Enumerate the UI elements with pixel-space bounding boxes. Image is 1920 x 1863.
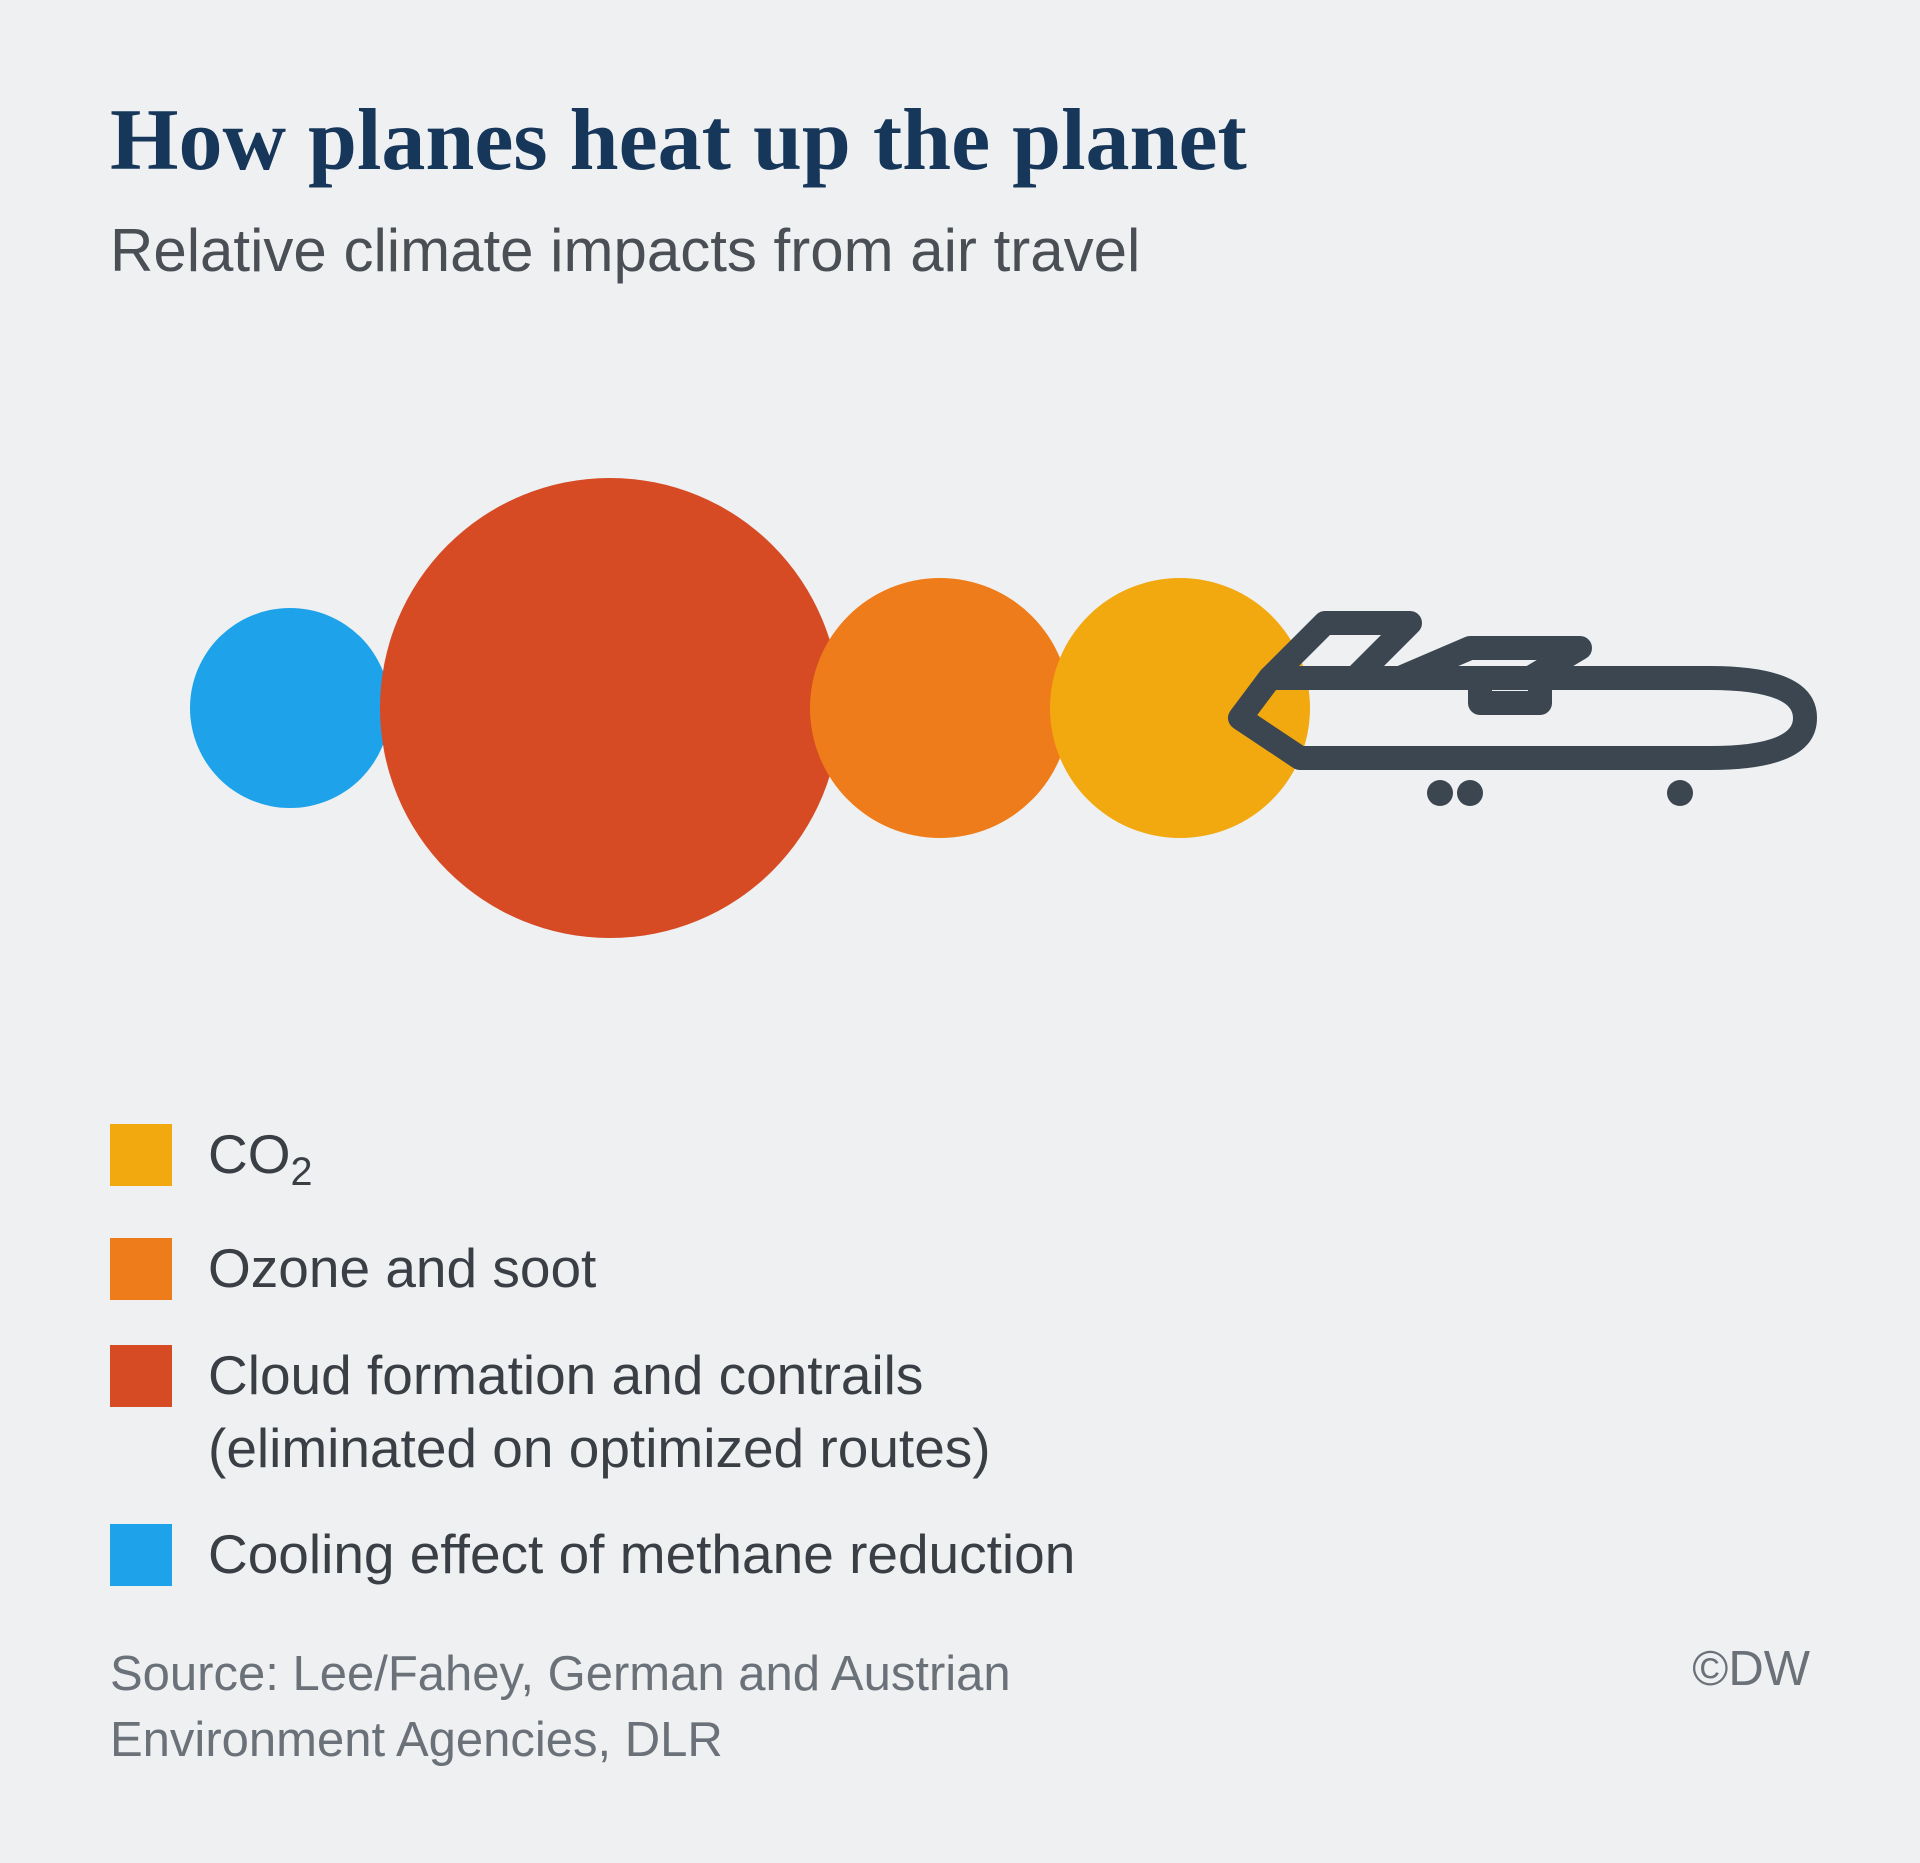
legend-label: Cloud formation and contrails(eliminated… xyxy=(208,1339,991,1484)
legend-item-ozone-soot: Ozone and soot xyxy=(110,1232,1810,1305)
chart-title: How planes heat up the planet xyxy=(110,90,1810,191)
legend-item-co2: CO2 xyxy=(110,1118,1810,1198)
legend-item-methane-cooling: Cooling effect of methane reduction xyxy=(110,1518,1810,1591)
credit-text: ©DW xyxy=(1692,1641,1810,1697)
infographic-canvas: How planes heat up the planet Relative c… xyxy=(0,0,1920,1863)
bubble-methane-cooling xyxy=(190,608,390,808)
legend-swatch xyxy=(110,1524,172,1586)
legend-swatch xyxy=(110,1238,172,1300)
legend-swatch xyxy=(110,1124,172,1186)
legend-label: Ozone and soot xyxy=(208,1232,596,1305)
legend-label: Cooling effect of methane reduction xyxy=(208,1518,1075,1591)
footer: Source: Lee/Fahey, German and Austrian E… xyxy=(110,1641,1810,1773)
source-text: Source: Lee/Fahey, German and Austrian E… xyxy=(110,1641,1260,1773)
airplane-icon xyxy=(1210,608,1830,828)
bubble-cloud-contrails xyxy=(380,478,840,938)
chart-subtitle: Relative climate impacts from air travel xyxy=(110,213,1810,288)
legend-swatch xyxy=(110,1345,172,1407)
bubble-ozone-soot xyxy=(810,578,1070,838)
bubble-chart xyxy=(110,458,1810,1058)
legend-label: CO2 xyxy=(208,1118,313,1198)
legend-item-cloud-contrails: Cloud formation and contrails(eliminated… xyxy=(110,1339,1810,1484)
legend: CO2 Ozone and soot Cloud formation and c… xyxy=(110,1118,1810,1591)
